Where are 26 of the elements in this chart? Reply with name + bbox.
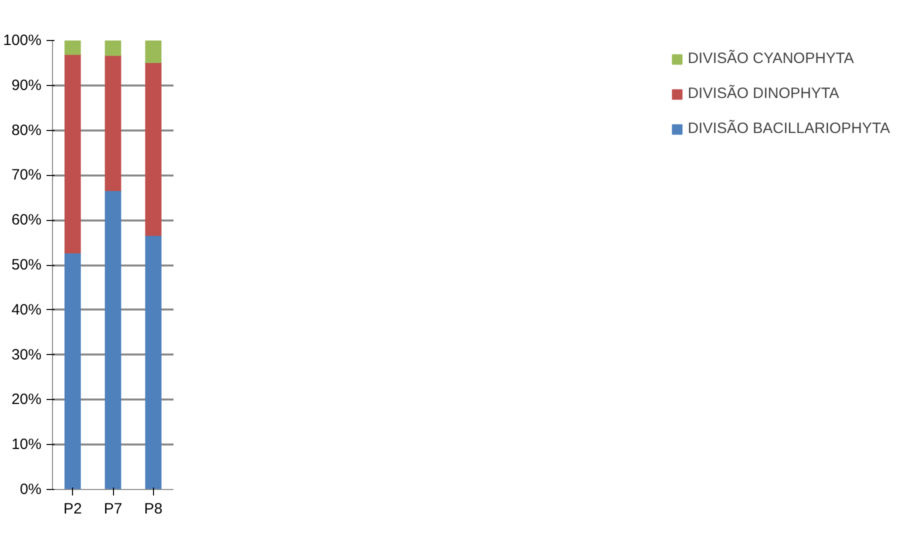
x-tick-label: P7 [104, 500, 122, 518]
bar [145, 234, 162, 490]
legend-label: DIVISÃO CYANOPHYTA [688, 50, 854, 67]
x-tick-label: P2 [63, 500, 82, 518]
bar [104, 40, 122, 56]
x-tick-label: P8 [144, 500, 163, 518]
y-tick-label: 50% [11, 256, 42, 274]
y-tick-label: 60% [11, 212, 42, 229]
y-tick-label: 80% [11, 122, 42, 139]
y-tick-label: 100% [3, 32, 42, 49]
bar [104, 190, 122, 490]
y-tick-label: 90% [11, 76, 42, 94]
y-tick-label: 10% [11, 436, 42, 454]
bar [64, 54, 81, 254]
legend-label: DIVISÃO DINOPHYTA [688, 85, 840, 102]
y-tick-label: 0% [20, 481, 42, 498]
bar [64, 40, 81, 55]
bar [104, 54, 122, 191]
y-tick-label: 40% [11, 301, 42, 318]
y-tick-label: 30% [11, 346, 42, 364]
y-tick-label: 20% [11, 391, 42, 408]
legend-label: DIVISÃO BACILLARIOPHYTA [688, 120, 890, 137]
bar [145, 40, 162, 63]
y-tick-label: 70% [11, 166, 42, 184]
bar [64, 252, 81, 490]
bar [145, 62, 162, 236]
